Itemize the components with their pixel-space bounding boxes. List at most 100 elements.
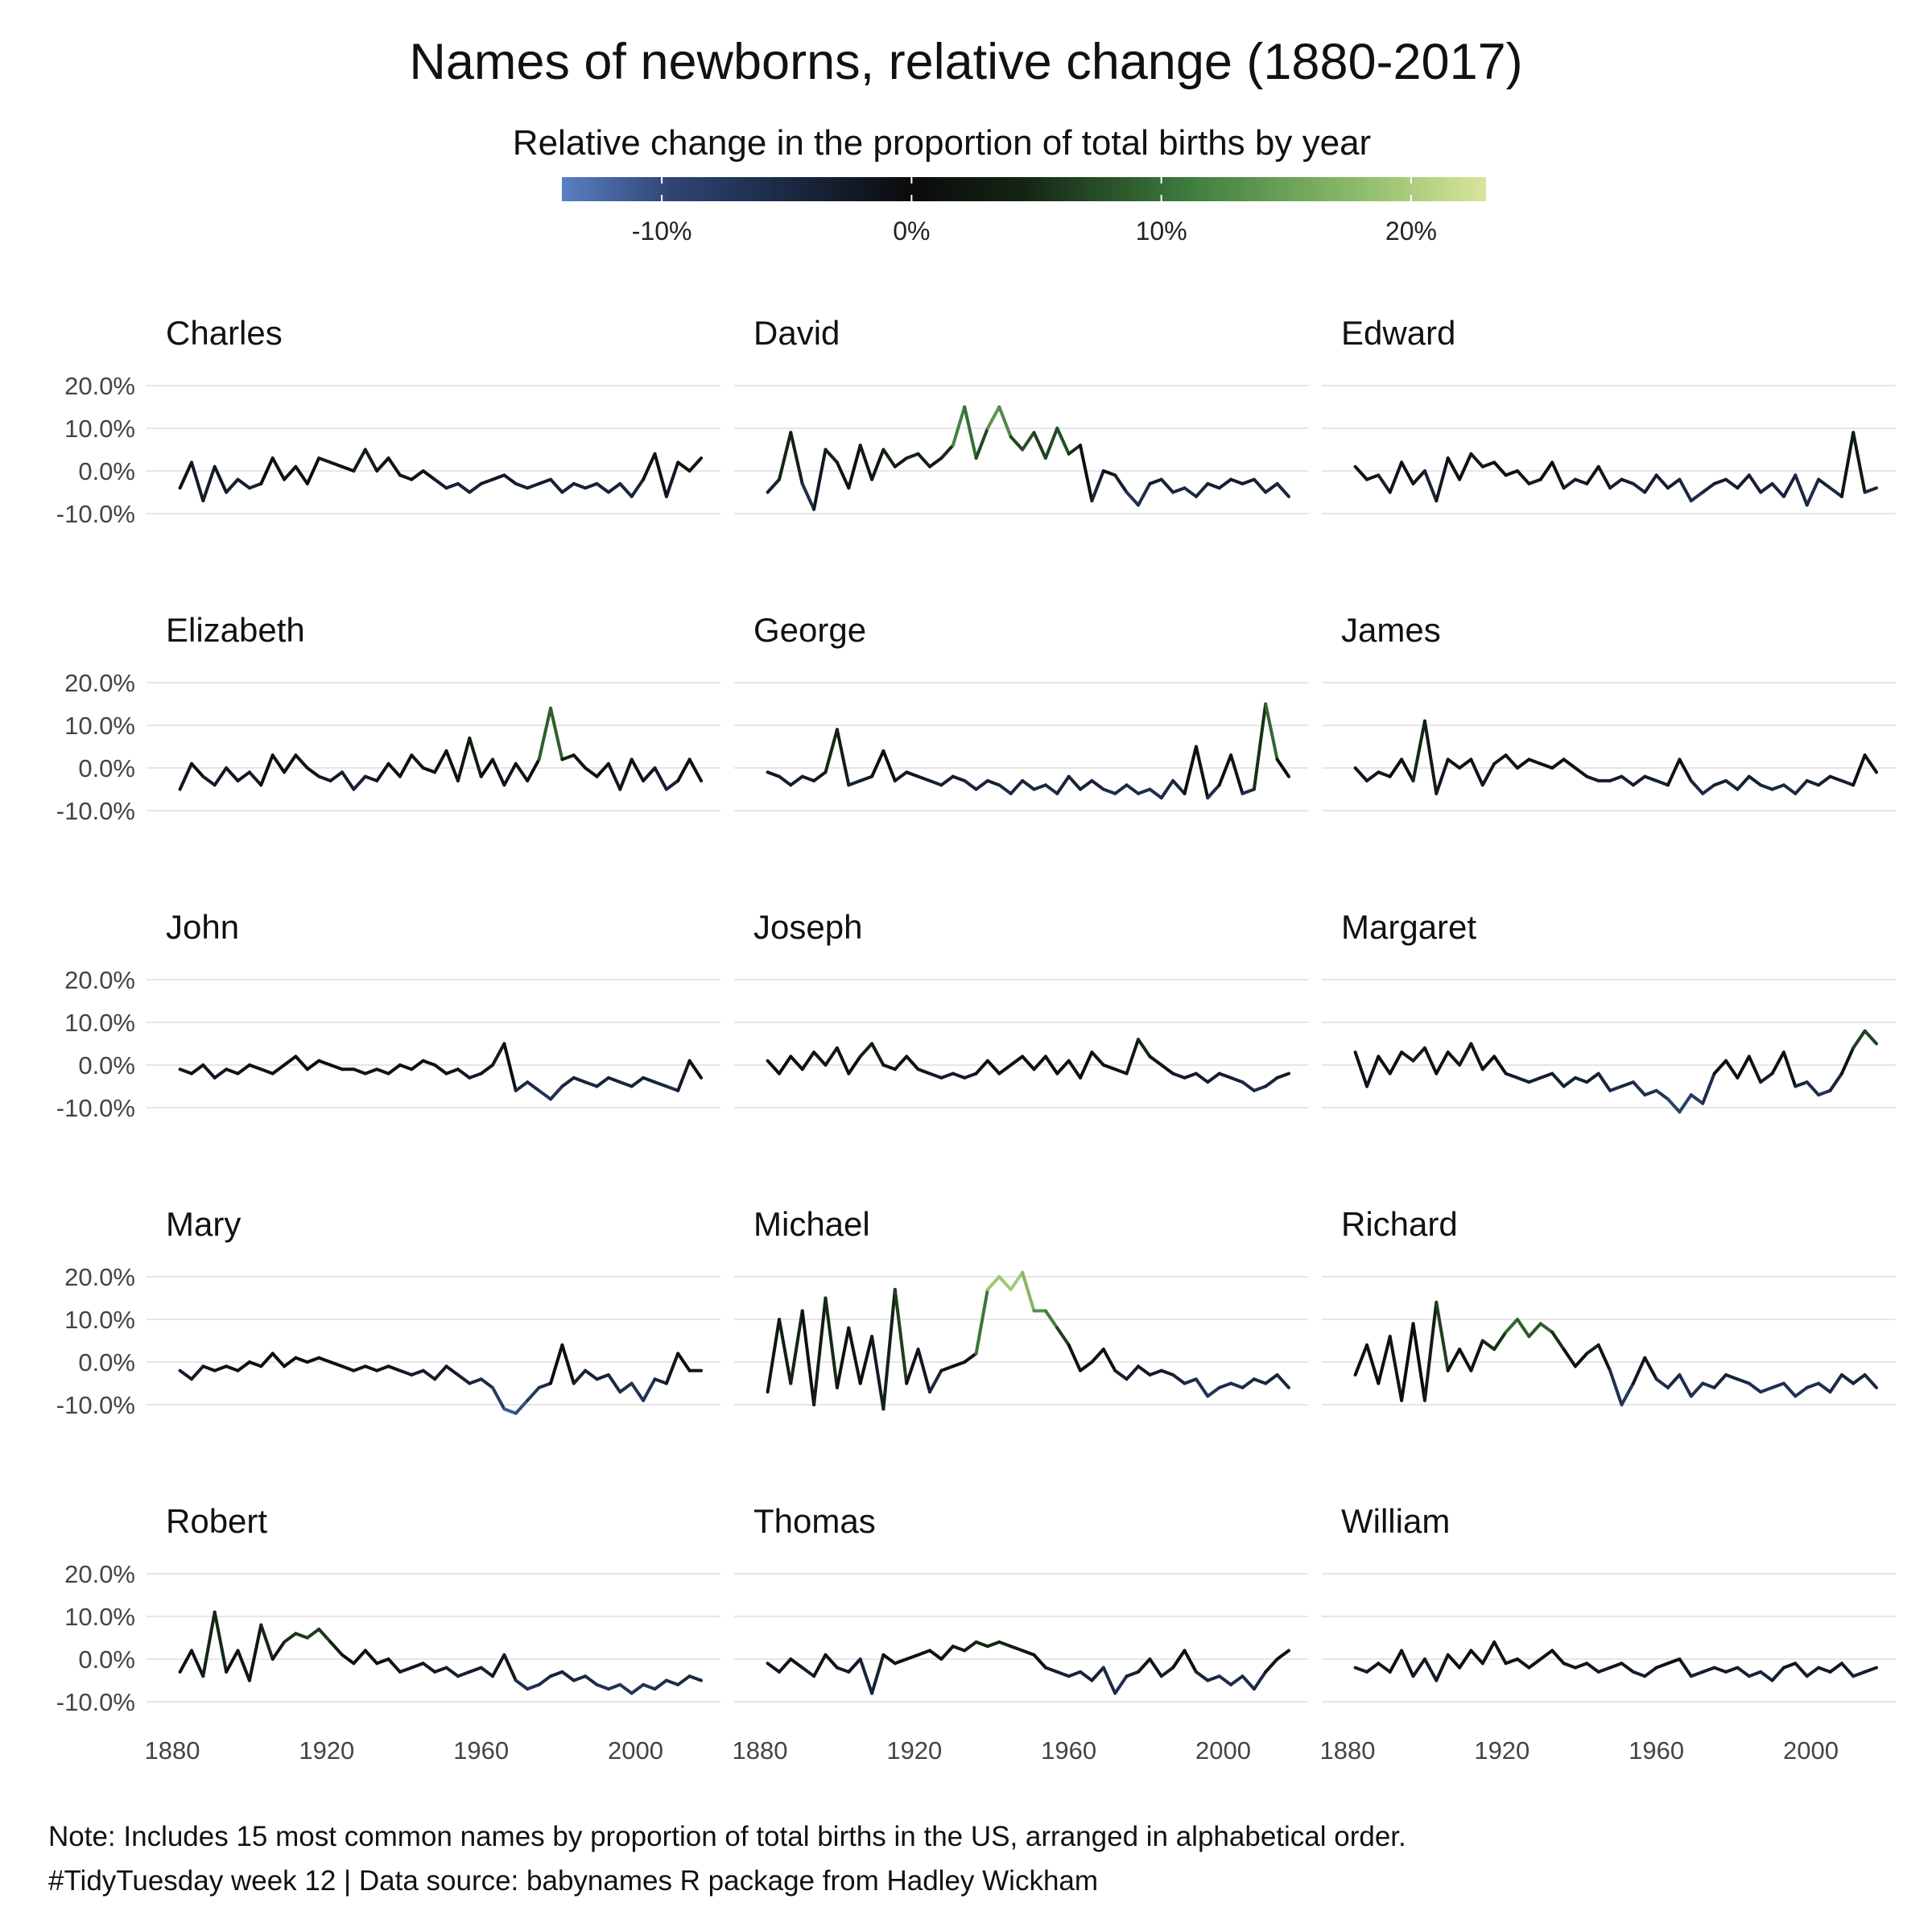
- line-segment: [236, 1063, 251, 1075]
- line-segment: [1516, 1657, 1531, 1670]
- line-segment: [1781, 473, 1798, 498]
- line-segment: [1585, 464, 1600, 485]
- line-segment: [1183, 1649, 1198, 1674]
- line-segment: [766, 477, 781, 494]
- facet-title: David: [753, 314, 840, 352]
- line-segment: [1032, 783, 1047, 791]
- line-segment: [178, 1368, 193, 1381]
- line-segment: [1516, 469, 1531, 485]
- line-segment: [317, 1356, 332, 1364]
- line-segment: [1817, 1381, 1832, 1394]
- line-segment: [1101, 1348, 1117, 1373]
- line-segment: [1275, 1373, 1290, 1389]
- line-segment: [1596, 1343, 1612, 1373]
- y-tick-label: 0.0%: [78, 1645, 135, 1674]
- x-tick-label: 1960: [453, 1736, 509, 1765]
- chart-title: Names of newborns, relative change (1880…: [409, 34, 1522, 90]
- line-segment: [893, 1657, 909, 1666]
- line-segment: [1252, 477, 1268, 494]
- x-tick-label: 1880: [144, 1736, 200, 1765]
- line-segment: [1527, 758, 1542, 766]
- line-segment: [421, 1662, 437, 1674]
- line-segment: [778, 431, 793, 481]
- line-segment: [456, 481, 472, 494]
- line-segment: [812, 1296, 828, 1406]
- line-segment: [630, 758, 646, 782]
- line-segment: [847, 1055, 862, 1075]
- line-segment: [363, 448, 379, 473]
- line-segment: [1446, 456, 1462, 481]
- legend-tick-label: -10%: [632, 217, 692, 246]
- line-segment: [1159, 1368, 1175, 1377]
- line-segment: [294, 1055, 309, 1071]
- x-tick-label: 1880: [1319, 1736, 1375, 1765]
- facet-david: David: [734, 314, 1308, 514]
- line-segment: [398, 1368, 414, 1377]
- line-segment: [1724, 778, 1740, 791]
- line-segment: [997, 1275, 1013, 1291]
- y-tick-label: -10.0%: [56, 1688, 135, 1716]
- legend-colorbar: [562, 177, 1486, 201]
- line-segment: [1241, 1377, 1256, 1389]
- line-segment: [294, 753, 309, 770]
- line-segment: [328, 1640, 344, 1657]
- line-segment: [847, 1326, 862, 1385]
- line-segment: [1573, 766, 1589, 778]
- line-segment: [939, 1071, 955, 1080]
- legend-title: Relative change in the proportion of tot…: [513, 123, 1371, 163]
- line-segment: [259, 456, 275, 485]
- line-segment: [1828, 1373, 1843, 1394]
- line-segment: [1365, 770, 1381, 782]
- line-segment: [1422, 1657, 1439, 1682]
- line-segment: [479, 1377, 494, 1389]
- line-segment: [1435, 456, 1450, 503]
- line-segment: [1828, 774, 1843, 782]
- facet-charles: Charles 20.0% 10.0% 0.0% -10.0%: [56, 314, 720, 528]
- line-segment: [213, 1610, 229, 1674]
- line-segment: [236, 770, 251, 782]
- line-segment: [479, 477, 494, 485]
- line-segment: [916, 1649, 931, 1657]
- line-segment: [1252, 1084, 1268, 1092]
- line-segment: [201, 774, 217, 787]
- line-segment: [236, 477, 251, 490]
- facet-title: Edward: [1341, 314, 1455, 352]
- line-segment: [352, 774, 367, 791]
- y-tick-label: 0.0%: [78, 1348, 135, 1377]
- line-segment: [201, 1364, 217, 1373]
- line-segment: [386, 1364, 402, 1373]
- line-segment: [1241, 1674, 1256, 1691]
- line-segment: [1770, 1381, 1785, 1389]
- line-segment: [1159, 477, 1175, 494]
- line-segment: [1724, 1059, 1740, 1080]
- line-segment: [1264, 481, 1279, 494]
- line-segment: [870, 1335, 886, 1411]
- line-segment: [951, 405, 967, 448]
- line-segment: [537, 1088, 552, 1101]
- line-segment: [1388, 758, 1404, 778]
- line-segment: [1573, 1352, 1589, 1368]
- line-segment: [1411, 469, 1426, 485]
- line-segment: [1206, 1385, 1221, 1398]
- caption-note: Note: Includes 15 most common names by p…: [48, 1821, 1406, 1852]
- y-tick-label: 10.0%: [64, 1009, 135, 1037]
- line-segment: [1365, 1343, 1381, 1385]
- line-segment: [1388, 1335, 1404, 1402]
- line-segment: [1631, 1670, 1647, 1678]
- line-segment: [1217, 1071, 1233, 1080]
- legend-tick-label: 20%: [1385, 217, 1437, 246]
- line-segment: [456, 1067, 472, 1080]
- line-segment: [1264, 1075, 1279, 1088]
- line-segment: [1828, 486, 1843, 498]
- line-segment: [1562, 477, 1577, 490]
- line-segment: [1458, 452, 1473, 481]
- line-segment: [247, 1360, 263, 1368]
- line-segment: [1828, 1662, 1843, 1674]
- line-segment: [386, 762, 402, 778]
- line-segment: [1736, 1055, 1751, 1080]
- line-segment: [1021, 778, 1036, 791]
- line-segment: [606, 1682, 622, 1691]
- line-segment: [1125, 1038, 1140, 1075]
- x-tick-label: 1920: [299, 1736, 354, 1765]
- line-segment: [1794, 1662, 1809, 1678]
